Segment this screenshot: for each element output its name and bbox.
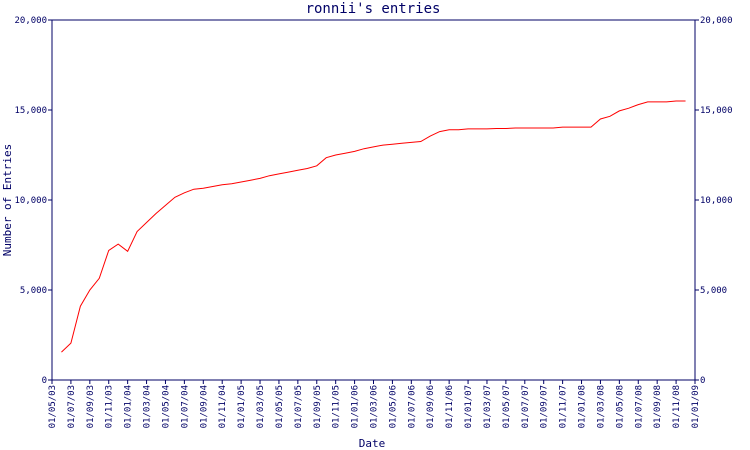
x-tick-label: 01/01/09	[691, 385, 701, 428]
y-tick-label: 0	[42, 376, 47, 386]
x-tick-label: 01/09/06	[426, 385, 436, 428]
y-tick-label: 20,000	[14, 16, 47, 26]
x-tick-label: 01/05/08	[615, 385, 625, 428]
x-tick-label: 01/07/08	[634, 385, 644, 428]
x-tick-label: 01/03/04	[143, 385, 153, 428]
x-tick-label: 01/09/03	[86, 385, 96, 428]
x-tick-label: 01/07/03	[67, 385, 77, 428]
x-tick-label: 01/11/05	[332, 385, 342, 428]
y2-tick-label: 5,000	[700, 286, 727, 296]
x-tick-label: 01/11/07	[559, 385, 569, 428]
x-tick-label: 01/11/04	[218, 385, 228, 428]
x-tick-label: 01/01/07	[464, 385, 474, 428]
x-tick-label: 01/05/07	[502, 385, 512, 428]
x-tick-label: 01/09/04	[199, 385, 209, 428]
x-tick-label: 01/05/06	[388, 385, 398, 428]
x-tick-label: 01/01/06	[351, 385, 361, 428]
x-tick-label: 01/01/04	[124, 385, 134, 428]
x-tick-label: 01/11/08	[672, 385, 682, 428]
y-tick-label: 10,000	[14, 196, 47, 206]
x-tick-label: 01/05/03	[48, 385, 58, 428]
x-axis-label: Date	[359, 437, 386, 450]
plot-frame	[51, 19, 696, 381]
x-tick-label: 01/07/06	[407, 385, 417, 428]
x-tick-label: 01/03/07	[483, 385, 493, 428]
y2-tick-label: 20,000	[700, 16, 733, 26]
x-tick-label: 01/07/04	[180, 385, 190, 428]
y-tick-label: 15,000	[14, 106, 47, 116]
x-tick-label: 01/01/05	[237, 385, 247, 428]
y-axis-label: Number of Entries	[1, 144, 14, 257]
x-tick-label: 01/03/05	[256, 385, 266, 428]
y2-tick-label: 0	[700, 376, 705, 386]
data-line	[61, 100, 686, 353]
chart-title: ronnii's entries	[306, 1, 441, 17]
x-tick-label: 01/05/05	[275, 385, 285, 428]
x-tick-label: 01/11/03	[105, 385, 115, 428]
y-tick-label: 5,000	[20, 286, 47, 296]
x-tick-label: 01/07/05	[294, 385, 304, 428]
x-tick-label: 01/09/07	[540, 385, 550, 428]
y2-tick-label: 10,000	[700, 196, 733, 206]
x-tick-label: 01/01/08	[578, 385, 588, 428]
x-tick-label: 01/11/06	[445, 385, 455, 428]
x-tick-label: 01/05/04	[161, 385, 171, 428]
y2-tick-label: 15,000	[700, 106, 733, 116]
x-tick-label: 01/07/07	[521, 385, 531, 428]
x-tick-label: 01/03/06	[370, 385, 380, 428]
x-tick-label: 01/03/08	[596, 385, 606, 428]
x-tick-label: 01/09/05	[313, 385, 323, 428]
x-tick-label: 01/09/08	[653, 385, 663, 428]
